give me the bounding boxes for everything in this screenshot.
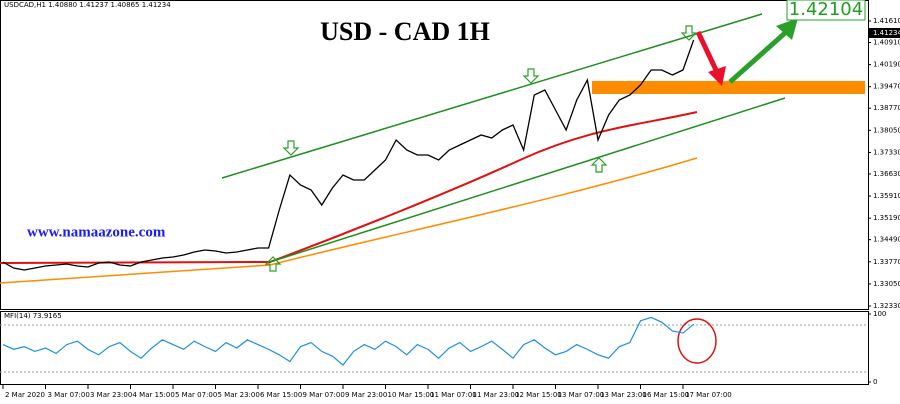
x-tick-label: 5 Mar 07:00 — [175, 391, 217, 399]
price-line — [2, 316, 695, 366]
down-signal — [282, 140, 300, 156]
mfi-title: MFI(14) 73.9165 — [4, 312, 62, 320]
x-tick-label: 11 Mar 07:00 — [430, 391, 477, 399]
y-tick-label: 1.41610 — [873, 17, 900, 25]
down-signal — [522, 68, 540, 84]
target-label: 1.42104 — [789, 0, 863, 20]
x-tick-label: 10 Mar 15:00 — [388, 391, 435, 399]
moving-average-fast — [0, 111, 698, 264]
y-tick-label: 1.38050 — [873, 126, 900, 134]
down-arrow-head — [708, 66, 726, 86]
mfi-highlight — [677, 318, 717, 364]
x-tick-label: 4 Mar 15:00 — [133, 391, 175, 399]
channel-lower — [269, 97, 786, 263]
y-tick-label: 0 — [873, 378, 877, 386]
y-tick-label: 1.37330 — [873, 148, 900, 156]
x-tick-label: 9 Mar 23:00 — [345, 391, 387, 399]
y-tick-label: 1.38770 — [873, 104, 900, 112]
y-tick-label: 100 — [873, 310, 886, 318]
mfi-panel — [0, 311, 869, 385]
y-tick-label: 1.40190 — [873, 61, 900, 69]
target-box — [786, 0, 866, 21]
price-label: 1.41234 — [873, 29, 900, 37]
x-tick-label: 13 Mar 07:00 — [558, 391, 605, 399]
x-tick-label: 6 Mar 15:00 — [260, 391, 302, 399]
y-tick-label: 1.34490 — [873, 236, 900, 244]
x-tick-label: 3 Mar 23:00 — [90, 391, 132, 399]
watermark: www.namaazone.com — [27, 224, 166, 240]
signal-arrows — [264, 25, 698, 272]
main-panel — [0, 0, 869, 310]
x-tick-label: 9 Mar 07:00 — [303, 391, 345, 399]
x-tick-label: 17 Mar 07:00 — [685, 391, 732, 399]
up-signal — [590, 157, 608, 173]
up-signal — [264, 256, 282, 272]
up-arrow-head — [776, 18, 798, 40]
y-tick-label: 1.33770 — [873, 258, 900, 266]
x-tick-label: 2 Mar 2020 — [5, 391, 45, 399]
x-tick-label: 3 Mar 07:00 — [48, 391, 90, 399]
x-tick-label: 5 Mar 23:00 — [218, 391, 260, 399]
y-tick-label: 1.36630 — [873, 170, 900, 178]
y-tick-label: 1.39470 — [873, 83, 900, 91]
resistance-zone — [592, 81, 865, 94]
x-tick-label: 16 Mar 15:00 — [643, 391, 690, 399]
x-tick-label: 12 Mar 15:00 — [515, 391, 562, 399]
y-tick-label: 1.40910 — [873, 38, 900, 46]
y-tick-label: 1.32330 — [873, 302, 900, 310]
y-tick-label: 1.35190 — [873, 214, 900, 222]
down-signal — [680, 25, 698, 41]
moving-average-slow — [0, 157, 698, 284]
price-line — [2, 39, 695, 271]
x-tick-label: 11 Mar 23:00 — [473, 391, 520, 399]
x-tick-label: 13 Mar 23:00 — [600, 391, 647, 399]
up-arrow — [728, 31, 787, 84]
chart-title: USD - CAD 1H — [320, 17, 490, 46]
frame — [0, 0, 869, 385]
y-tick-label: 1.35910 — [873, 192, 900, 200]
channel-upper — [221, 13, 763, 179]
chart-header: USDCAD,H1 1.40880 1.41237 1.40865 1.4123… — [4, 1, 171, 9]
annotations — [0, 0, 900, 364]
down-arrow — [695, 30, 719, 72]
price-box — [869, 28, 900, 38]
y-tick-label: 1.33050 — [873, 280, 900, 288]
